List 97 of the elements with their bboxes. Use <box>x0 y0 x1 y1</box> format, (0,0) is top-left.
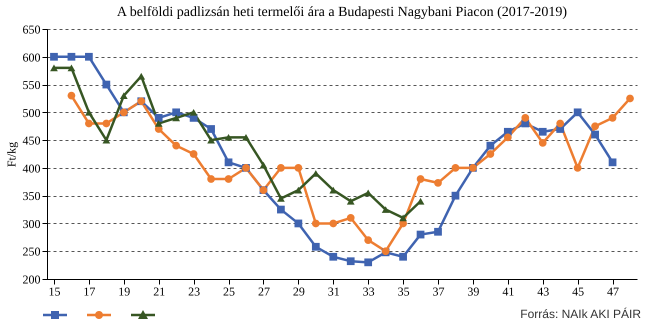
x-tick-label: 41 <box>502 284 514 298</box>
point <box>190 150 198 158</box>
point <box>172 142 180 150</box>
x-tick-label: 15 <box>48 284 60 298</box>
point <box>224 158 232 166</box>
point <box>312 242 320 251</box>
point <box>416 230 424 238</box>
point <box>277 164 285 172</box>
point <box>538 139 547 147</box>
point <box>329 252 338 261</box>
point <box>626 94 634 102</box>
point <box>591 130 599 138</box>
point <box>207 125 215 133</box>
y-tick-label: 650 <box>22 22 40 36</box>
text: Forrás: NAIk AKI PÁIR <box>520 307 641 321</box>
x-tick-label: 47 <box>607 284 620 298</box>
point <box>85 120 93 128</box>
x-tick-label: 27 <box>258 284 270 298</box>
point <box>224 175 232 183</box>
x-tick-label: 19 <box>118 284 130 298</box>
y-tick-label: 550 <box>22 78 40 92</box>
y-tick-label: 350 <box>22 189 40 204</box>
point <box>154 114 163 122</box>
point <box>608 158 616 166</box>
point <box>434 179 442 187</box>
y-tick-label: 450 <box>22 134 40 148</box>
x-tick-label: 45 <box>572 284 584 298</box>
x-tick-label: 37 <box>432 284 445 298</box>
point <box>504 133 512 142</box>
point <box>68 52 76 61</box>
point <box>521 114 530 122</box>
point <box>608 114 616 122</box>
point <box>102 80 110 88</box>
point <box>68 64 76 72</box>
point <box>277 195 285 202</box>
point <box>346 257 355 266</box>
point <box>260 162 268 168</box>
point <box>346 198 355 205</box>
y-tick-label: 400 <box>22 161 40 176</box>
point <box>574 164 582 172</box>
point <box>486 142 494 150</box>
y-tick-label: 300 <box>22 216 40 231</box>
point <box>434 228 442 236</box>
y-axis-title: Ft/kg <box>4 142 18 168</box>
x-tick-label: 33 <box>362 284 375 298</box>
point <box>364 258 372 266</box>
point <box>224 134 232 141</box>
point <box>120 92 128 100</box>
x-tick-label: 29 <box>292 284 305 298</box>
chart-title: A belföldi padlizsán heti termelői ára a Budapesti Nagybani Piacon (2017-2019) <box>116 5 568 20</box>
point <box>207 175 215 183</box>
x-tick-label: 31 <box>328 284 340 298</box>
point <box>242 134 250 141</box>
point <box>452 192 460 200</box>
point <box>207 136 215 144</box>
point <box>364 236 372 244</box>
point <box>538 128 547 136</box>
point <box>452 164 460 172</box>
x-tick-label: 25 <box>223 284 236 298</box>
point <box>102 120 110 128</box>
point <box>329 186 338 194</box>
point <box>591 122 599 130</box>
point <box>329 220 338 228</box>
point <box>50 64 58 72</box>
x-tick-label: 43 <box>537 284 550 298</box>
point <box>556 120 564 128</box>
point <box>294 186 302 194</box>
y-tick-label: 200 <box>22 272 40 286</box>
point <box>137 72 146 80</box>
x-tick-label: 35 <box>398 284 410 298</box>
x-tick-label: 23 <box>188 284 200 298</box>
point <box>172 114 180 122</box>
point <box>294 220 302 228</box>
point <box>68 92 76 100</box>
point <box>85 108 93 116</box>
point <box>399 252 407 261</box>
point <box>574 108 582 116</box>
point <box>416 175 424 183</box>
y-tick-label: 600 <box>22 50 40 64</box>
point <box>294 164 302 172</box>
point <box>102 136 110 144</box>
point <box>399 214 407 222</box>
point <box>486 150 494 158</box>
x-tick-label: 21 <box>153 284 166 298</box>
point <box>190 108 198 116</box>
point <box>382 206 390 213</box>
x-tick-label: 39 <box>467 284 480 298</box>
point <box>85 52 93 61</box>
y-tick-label: 250 <box>22 244 40 259</box>
point <box>346 214 355 222</box>
x-tick-label: 17 <box>83 284 96 298</box>
point <box>154 120 163 127</box>
y-tick-label: 500 <box>22 106 40 120</box>
point <box>312 220 320 228</box>
point <box>172 108 180 116</box>
point <box>277 206 285 214</box>
point <box>50 52 58 61</box>
